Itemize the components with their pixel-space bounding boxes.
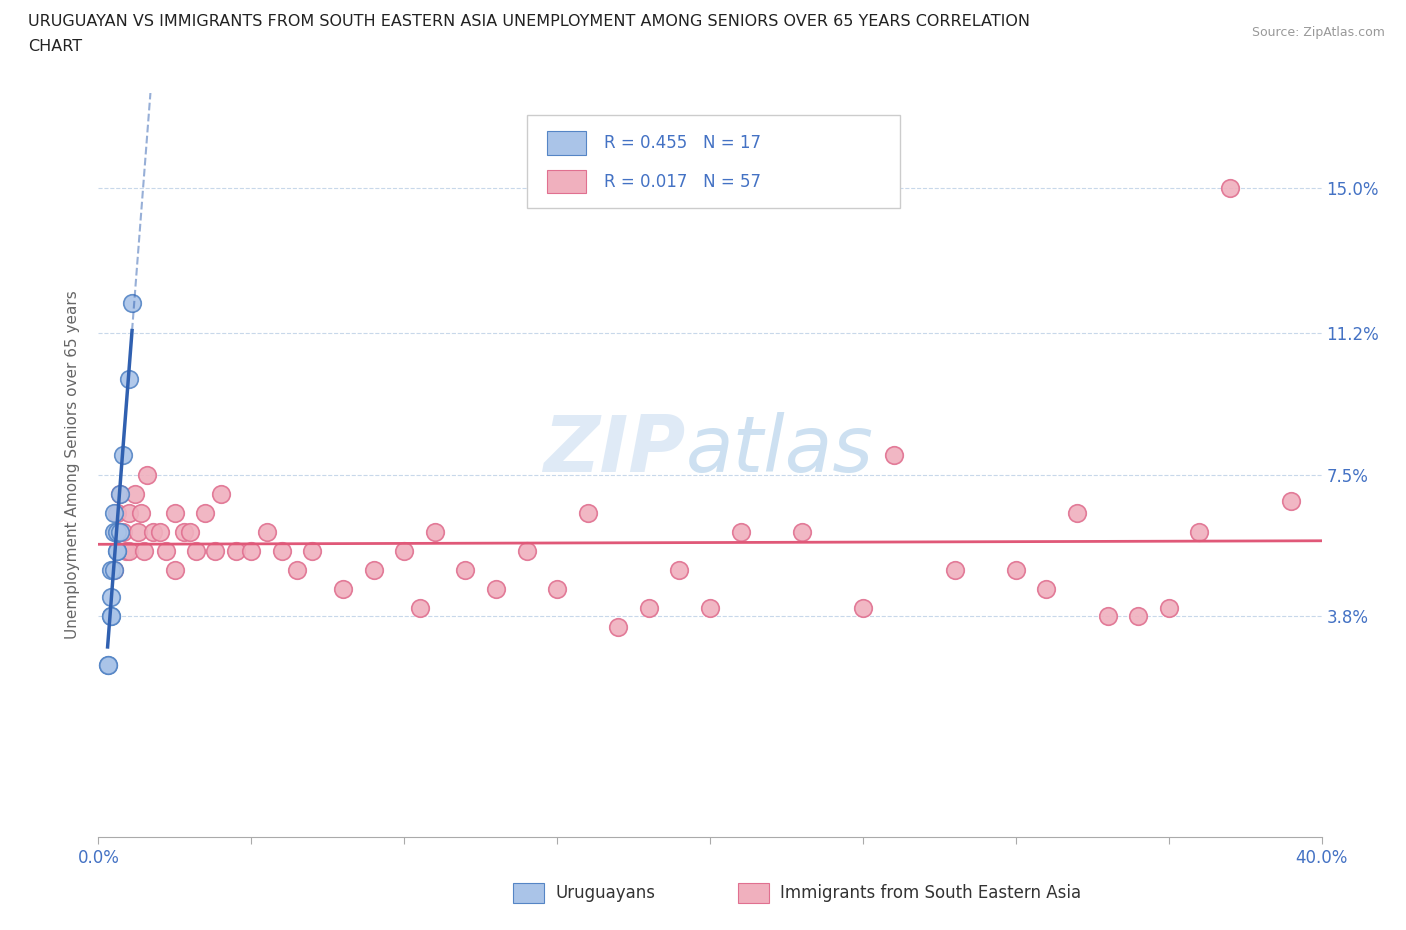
Point	[301, 543, 323, 558]
Point	[103, 525, 125, 539]
Point	[179, 525, 201, 539]
Point	[852, 601, 875, 616]
Text: ZIP: ZIP	[543, 412, 686, 488]
Point	[516, 543, 538, 558]
Point	[103, 563, 125, 578]
Point	[256, 525, 278, 539]
Point	[129, 505, 152, 520]
Point	[149, 525, 172, 539]
Point	[485, 581, 508, 596]
Point	[100, 563, 122, 578]
Bar	[547, 169, 586, 193]
Point	[1219, 181, 1241, 196]
Point	[699, 601, 721, 616]
Point	[105, 543, 128, 558]
Text: URUGUAYAN VS IMMIGRANTS FROM SOUTH EASTERN ASIA UNEMPLOYMENT AMONG SENIORS OVER : URUGUAYAN VS IMMIGRANTS FROM SOUTH EASTE…	[28, 14, 1031, 29]
Point	[546, 581, 568, 596]
Point	[883, 448, 905, 463]
Point	[668, 563, 690, 578]
Text: atlas: atlas	[686, 412, 873, 488]
Point	[100, 590, 122, 604]
Point	[1004, 563, 1026, 578]
Point	[118, 505, 141, 520]
Point	[97, 658, 120, 672]
Point	[637, 601, 661, 616]
Point	[155, 543, 177, 558]
Point	[134, 543, 156, 558]
Point	[142, 525, 165, 539]
Point	[124, 486, 146, 501]
Point	[105, 505, 128, 520]
Point	[103, 563, 125, 578]
Y-axis label: Unemployment Among Seniors over 65 years: Unemployment Among Seniors over 65 years	[65, 291, 80, 640]
Point	[363, 563, 385, 578]
Text: Uruguayans: Uruguayans	[555, 884, 655, 902]
Point	[1035, 581, 1057, 596]
Point	[1279, 494, 1302, 509]
Point	[127, 525, 149, 539]
Point	[163, 505, 186, 520]
Point	[118, 372, 141, 387]
Point	[332, 581, 354, 596]
FancyBboxPatch shape	[526, 115, 900, 208]
Point	[173, 525, 195, 539]
Point	[111, 525, 134, 539]
Point	[423, 525, 446, 539]
Point	[1066, 505, 1088, 520]
Point	[1128, 608, 1150, 623]
Point	[103, 505, 125, 520]
Point	[392, 543, 416, 558]
Point	[209, 486, 232, 501]
Point	[105, 543, 128, 558]
Point	[186, 543, 208, 558]
Point	[204, 543, 226, 558]
Point	[408, 601, 430, 616]
Point	[943, 563, 966, 578]
Text: Source: ZipAtlas.com: Source: ZipAtlas.com	[1251, 26, 1385, 39]
Point	[576, 505, 599, 520]
Point	[270, 543, 292, 558]
Point	[790, 525, 813, 539]
Point	[240, 543, 263, 558]
Point	[1097, 608, 1119, 623]
Point	[121, 296, 143, 311]
Text: R = 0.017   N = 57: R = 0.017 N = 57	[603, 173, 761, 191]
Point	[1157, 601, 1180, 616]
Text: CHART: CHART	[28, 39, 82, 54]
Point	[454, 563, 477, 578]
Point	[730, 525, 752, 539]
Text: Immigrants from South Eastern Asia: Immigrants from South Eastern Asia	[780, 884, 1081, 902]
Point	[194, 505, 217, 520]
Point	[111, 448, 134, 463]
Point	[1188, 525, 1211, 539]
Point	[285, 563, 308, 578]
Point	[163, 563, 186, 578]
Point	[105, 525, 128, 539]
Point	[607, 619, 630, 634]
Point	[108, 486, 131, 501]
Point	[100, 608, 122, 623]
Text: R = 0.455   N = 17: R = 0.455 N = 17	[603, 134, 761, 152]
Point	[108, 525, 131, 539]
Point	[225, 543, 247, 558]
Point	[118, 543, 141, 558]
Point	[108, 486, 131, 501]
Point	[100, 608, 122, 623]
Point	[115, 543, 138, 558]
Point	[97, 658, 120, 672]
Point	[136, 467, 159, 482]
Bar	[547, 131, 586, 154]
